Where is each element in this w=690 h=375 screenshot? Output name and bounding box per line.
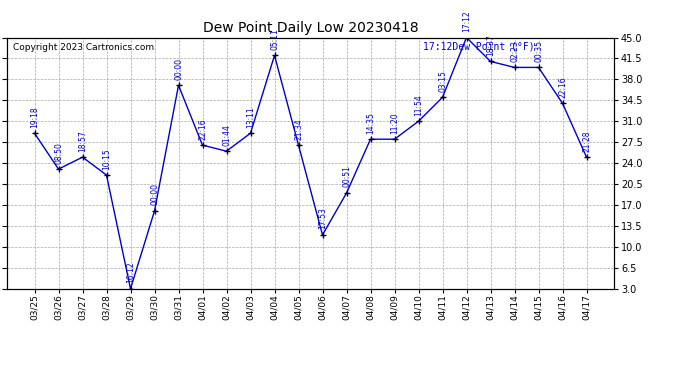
Text: 21:34: 21:34 xyxy=(294,118,303,140)
Text: 17:12: 17:12 xyxy=(462,10,471,32)
Text: 16:12: 16:12 xyxy=(126,262,135,283)
Text: 00:00: 00:00 xyxy=(174,58,183,80)
Text: 00:35: 00:35 xyxy=(534,40,543,62)
Text: 18:57: 18:57 xyxy=(78,130,87,152)
Text: 19:18: 19:18 xyxy=(30,106,39,128)
Text: 10:15: 10:15 xyxy=(102,148,111,170)
Text: 05:11: 05:11 xyxy=(270,28,279,50)
Text: 00:00: 00:00 xyxy=(150,183,159,206)
Text: 02:23: 02:23 xyxy=(510,40,519,62)
Text: 11:20: 11:20 xyxy=(390,112,399,134)
Text: 03:15: 03:15 xyxy=(438,70,447,92)
Text: 13:11: 13:11 xyxy=(246,106,255,128)
Text: 14:35: 14:35 xyxy=(366,112,375,134)
Text: 01:44: 01:44 xyxy=(222,124,231,146)
Text: 22:16: 22:16 xyxy=(198,118,207,140)
Text: 22:16: 22:16 xyxy=(558,76,567,98)
Text: 17:53: 17:53 xyxy=(318,207,327,230)
Text: 18:37: 18:37 xyxy=(486,34,495,56)
Title: Dew Point Daily Low 20230418: Dew Point Daily Low 20230418 xyxy=(203,21,418,35)
Text: 08:50: 08:50 xyxy=(54,142,63,164)
Text: 21:28: 21:28 xyxy=(582,130,591,152)
Text: 17:12Dew Point (°F): 17:12Dew Point (°F) xyxy=(423,41,535,51)
Text: 00:51: 00:51 xyxy=(342,166,351,188)
Text: Copyright 2023 Cartronics.com: Copyright 2023 Cartronics.com xyxy=(13,42,154,51)
Text: 11:54: 11:54 xyxy=(414,94,423,116)
